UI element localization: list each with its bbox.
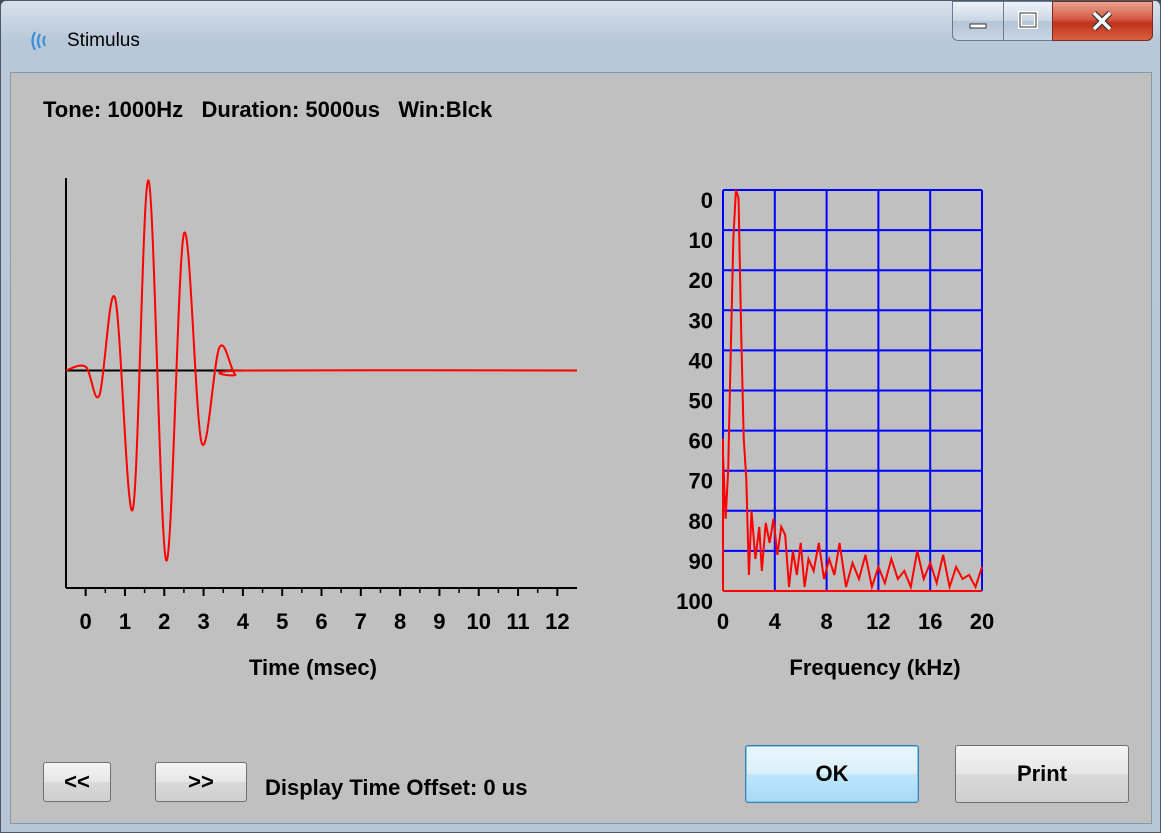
freq-y-tick-label: 40: [689, 348, 713, 373]
time-tick-label: 11: [506, 609, 529, 634]
previous-offset-button[interactable]: <<: [43, 762, 111, 802]
time-tick-label: 10: [466, 609, 490, 634]
title-bar[interactable]: Stimulus: [1, 1, 1160, 71]
print-button[interactable]: Print: [955, 745, 1129, 803]
sound-wave-icon: [31, 31, 46, 51]
time-axis-label: Time (msec): [249, 655, 377, 680]
time-tick-label: 3: [197, 609, 209, 634]
minimize-button[interactable]: [952, 1, 1004, 41]
display-time-offset-label: Display Time Offset: 0 us: [265, 775, 528, 800]
freq-x-tick-label: 20: [970, 609, 994, 634]
maximize-button[interactable]: [1003, 1, 1053, 41]
freq-y-tick-label: 50: [689, 389, 713, 414]
close-button[interactable]: [1052, 1, 1153, 41]
time-tick-label: 12: [545, 609, 569, 634]
freq-y-tick-label: 80: [689, 509, 713, 534]
time-tick-label: 2: [158, 609, 170, 634]
close-icon: [1091, 10, 1113, 32]
freq-y-tick-label: 100: [676, 589, 713, 614]
client-area: Tone: 1000Hz Duration: 5000us Win:Blck 0…: [10, 72, 1152, 824]
time-tick-label: 1: [119, 609, 131, 634]
freq-y-tick-label: 70: [689, 469, 713, 494]
freq-x-tick-label: 16: [918, 609, 942, 634]
time-tick-label: 5: [276, 609, 288, 634]
freq-x-tick-label: 0: [717, 609, 729, 634]
freq-x-tick-label: 4: [769, 609, 782, 634]
freq-y-tick-label: 10: [689, 228, 713, 253]
ok-button[interactable]: OK: [745, 745, 919, 803]
maximize-icon: [1018, 11, 1038, 29]
time-waveform-line: [65, 179, 578, 562]
frequency-axis-label: Frequency (kHz): [789, 655, 960, 680]
stimulus-info: Tone: 1000Hz Duration: 5000us Win:Blck: [43, 97, 493, 122]
freq-spectrum-line: [722, 189, 983, 591]
freq-y-tick-label: 20: [689, 268, 713, 293]
freq-y-tick-label: 90: [689, 549, 713, 574]
freq-y-tick-label: 60: [689, 429, 713, 454]
minimize-icon: [969, 23, 987, 29]
time-tick-label: 7: [355, 609, 367, 634]
time-tick-label: 4: [237, 609, 250, 634]
window-title: Stimulus: [67, 30, 140, 51]
time-tick-label: 0: [80, 609, 92, 634]
next-offset-button[interactable]: >>: [155, 762, 247, 802]
time-waveform-chart: 0 1 2 3 4 5 6 7 8 9 10 11 12 Time (msec): [65, 178, 578, 680]
freq-x-tick-label: 8: [820, 609, 832, 634]
freq-y-tick-label: 30: [689, 308, 713, 333]
time-tick-label: 9: [433, 609, 445, 634]
time-tick-label: 8: [394, 609, 406, 634]
time-tick-label: 6: [315, 609, 327, 634]
freq-x-tick-label: 12: [866, 609, 890, 634]
freq-y-tick-label: 0: [701, 188, 713, 213]
